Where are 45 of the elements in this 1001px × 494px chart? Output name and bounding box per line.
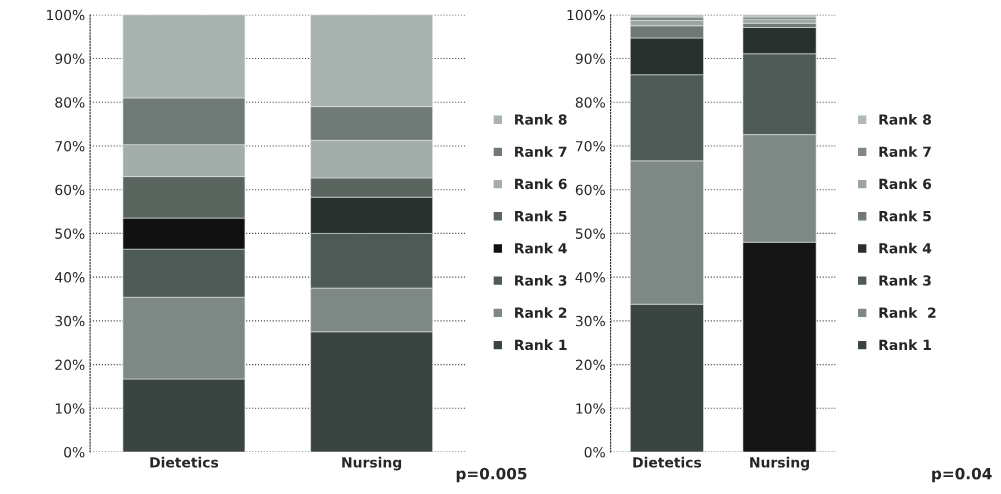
legend-label: Rank 8 bbox=[879, 114, 932, 125]
x-tick-label: Dietetics bbox=[633, 456, 702, 468]
y-tick-label: 60% bbox=[575, 184, 605, 196]
y-tick-label: 10% bbox=[55, 403, 85, 414]
y-tick-label: 90% bbox=[575, 53, 605, 65]
text: p=0.04 bbox=[932, 467, 992, 483]
legend-label: Rank 5 bbox=[879, 210, 931, 222]
y-tick-label: 20% bbox=[55, 359, 85, 371]
legend-label: Rank 3 bbox=[879, 274, 931, 286]
legend-label: Rank 6 bbox=[515, 178, 567, 190]
legend-label: Rank 6 bbox=[879, 178, 932, 190]
legend-label: Rank 2 bbox=[879, 307, 936, 318]
y-tick-label: 20% bbox=[575, 359, 605, 371]
y-tick-label: 40% bbox=[55, 272, 85, 283]
y-tick-label: 60% bbox=[55, 184, 85, 196]
legend-label: Rank 8 bbox=[515, 114, 567, 125]
legend-label: Rank 7 bbox=[879, 146, 931, 157]
x-tick-label: Dietetics bbox=[150, 456, 219, 468]
y-tick-label: 30% bbox=[55, 315, 85, 327]
legend-label: Rank 2 bbox=[515, 307, 567, 318]
y-tick-label: 40% bbox=[575, 272, 605, 283]
y-tick-label: 0% bbox=[584, 446, 605, 458]
y-tick-label: 0% bbox=[64, 446, 85, 458]
bar bbox=[742, 19, 817, 24]
y-tick-label: 80% bbox=[575, 97, 605, 108]
y-tick-label: 100% bbox=[47, 9, 85, 21]
y-tick-label: 50% bbox=[575, 228, 605, 239]
legend-label: Rank 3 bbox=[515, 274, 567, 286]
legend-label: Rank 7 bbox=[515, 146, 567, 157]
y-tick-label: 10% bbox=[576, 403, 605, 414]
y-tick-label: 30% bbox=[575, 315, 605, 327]
legend-label: Rank 1 bbox=[515, 339, 567, 351]
y-tick-label: 80% bbox=[55, 97, 85, 108]
legend-label: Rank 4 bbox=[879, 242, 932, 254]
legend-label: Rank 1 bbox=[879, 339, 931, 351]
text: p=0.005 bbox=[456, 467, 527, 483]
y-tick-label: 90% bbox=[55, 53, 85, 65]
y-tick-label: 70% bbox=[576, 140, 605, 152]
legend-label: Rank 5 bbox=[515, 210, 567, 222]
y-tick-label: 100% bbox=[567, 9, 605, 21]
x-tick-label: Nursing bbox=[750, 456, 809, 471]
y-tick-label: 50% bbox=[55, 228, 85, 239]
x-tick-label: Nursing bbox=[342, 456, 402, 471]
legend-label: Rank 4 bbox=[515, 242, 567, 254]
y-tick-label: 70% bbox=[55, 140, 85, 152]
